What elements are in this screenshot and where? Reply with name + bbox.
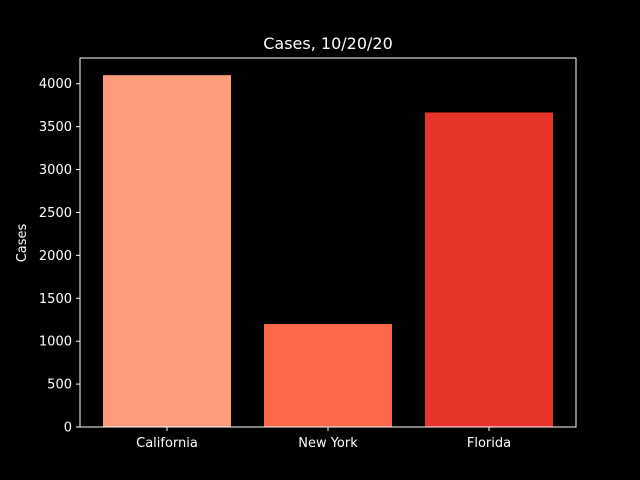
x-axis-ticks: California New York Florida	[136, 427, 511, 451]
bar-new-york	[264, 324, 392, 427]
y-tick-label-2000: 2000	[39, 249, 72, 264]
y-axis-ticks: 0 500 1000 1500 2000 2500 3000 3500 4000	[39, 77, 80, 436]
y-tick-label-4000: 4000	[39, 77, 72, 92]
y-tick-label-3500: 3500	[39, 120, 72, 135]
y-tick-label-3000: 3000	[39, 163, 72, 178]
y-tick-label-1000: 1000	[39, 335, 72, 350]
plot-frame	[79, 57, 577, 428]
x-tick-label-florida: Florida	[467, 436, 511, 451]
chart-title: Cases, 10/20/20	[263, 34, 393, 53]
y-tick-label-1500: 1500	[39, 292, 72, 307]
y-tick-label-0: 0	[64, 421, 72, 436]
bars-group	[103, 75, 553, 428]
x-tick-label-new-york: New York	[298, 436, 358, 451]
x-tick-label-california: California	[136, 436, 198, 451]
y-axis-label: Cases	[15, 223, 30, 262]
y-tick-label-2500: 2500	[39, 206, 72, 221]
y-tick-label-500: 500	[47, 378, 72, 393]
bar-florida	[425, 112, 553, 428]
bar-california	[103, 75, 231, 428]
